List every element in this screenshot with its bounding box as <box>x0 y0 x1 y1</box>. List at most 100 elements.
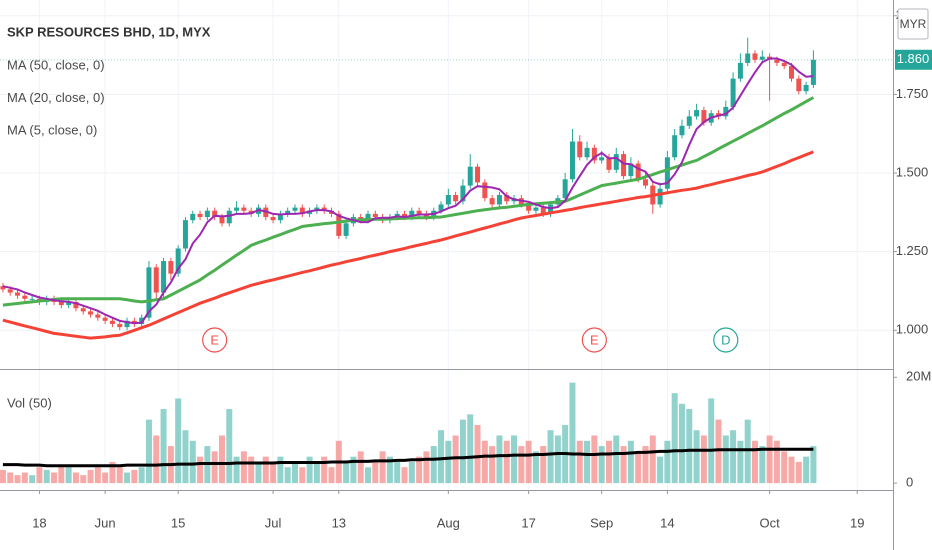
candle-body <box>759 56 765 60</box>
volume-bar <box>372 461 379 484</box>
volume-bar <box>452 435 459 484</box>
volume-bar <box>0 469 6 484</box>
volume-bar <box>591 435 598 484</box>
candle-body <box>752 53 758 60</box>
candle-body <box>664 157 670 189</box>
volume-bar <box>386 456 393 484</box>
volume-bar <box>671 393 678 484</box>
volume-ma-line <box>2 447 814 468</box>
label-layer: SKP RESOURCES BHD, 1D, MYX Vol (50) 1.00… <box>7 7 932 530</box>
candle-body <box>292 207 298 211</box>
volume-bar <box>700 435 707 484</box>
volume-bar <box>496 435 503 484</box>
volume-bar <box>328 467 335 484</box>
candle-body <box>66 301 72 306</box>
volume-bar <box>218 435 225 484</box>
volume-bar <box>547 430 554 484</box>
volume-bar <box>350 456 357 484</box>
volume-bar <box>467 414 474 484</box>
candle-body <box>438 204 444 211</box>
candle-body <box>723 106 729 117</box>
y-tick-label: 1.000 <box>896 322 929 337</box>
volume-bar <box>255 461 262 484</box>
y-tick-label: 1.250 <box>896 243 929 258</box>
candle-body <box>409 210 415 218</box>
candle-body <box>599 157 605 161</box>
volume-bar <box>65 467 72 484</box>
candle-body <box>482 182 488 199</box>
volume-tick-label: 20M <box>906 369 931 384</box>
volume-bar <box>605 440 612 484</box>
volume-bar <box>576 440 583 484</box>
last-price-badge <box>895 49 932 70</box>
volume-bar <box>445 440 452 484</box>
candle-body <box>95 314 101 318</box>
candle-body <box>365 213 371 221</box>
volume-bar <box>394 461 401 484</box>
volume-bar <box>773 440 780 484</box>
candle-body <box>175 248 181 274</box>
volume-bar <box>321 456 328 484</box>
volume-bar <box>284 467 291 484</box>
volume-bar <box>540 446 547 484</box>
candle-body <box>241 207 247 211</box>
volume-bar <box>80 475 87 484</box>
volume-bar <box>313 461 320 484</box>
candle-body <box>540 207 546 214</box>
volume-bar <box>182 430 189 484</box>
volume-bar <box>620 446 627 484</box>
candle-body <box>234 207 240 211</box>
volume-bar <box>248 456 255 484</box>
candle-body <box>416 210 422 214</box>
candle-body <box>730 78 736 107</box>
candle-body <box>58 301 64 306</box>
volume-bar <box>262 456 269 484</box>
volume-bar <box>233 456 240 484</box>
volume-bar <box>474 424 481 484</box>
volume-bar <box>299 467 306 484</box>
candle-body <box>285 210 291 214</box>
candle-body <box>161 261 167 293</box>
candle-body <box>569 141 575 180</box>
volume-bar <box>525 440 532 484</box>
candle-body <box>781 62 787 67</box>
volume-bar <box>613 435 620 484</box>
volume-bar <box>744 419 751 484</box>
candle-body <box>737 62 743 79</box>
candle-body <box>460 185 466 202</box>
candle-body <box>336 213 342 236</box>
candle-body <box>204 210 210 218</box>
candle-body <box>642 179 648 186</box>
volume-bar <box>51 472 58 484</box>
volume-bar <box>781 451 788 484</box>
candle-body <box>672 135 678 158</box>
candle-body <box>29 298 35 300</box>
last-price-label: 1.860 <box>897 51 930 66</box>
volume-bar <box>58 464 65 484</box>
volume-bar <box>795 461 802 484</box>
candle-body <box>584 147 590 158</box>
candle-body <box>190 213 196 221</box>
candle-body <box>657 188 663 205</box>
volume-bar <box>343 461 350 484</box>
plot-layer <box>0 37 817 484</box>
candle-body <box>701 110 707 123</box>
volume-bar <box>416 456 423 484</box>
event-label: E <box>210 332 219 347</box>
candle-body <box>467 166 473 186</box>
volume-bar <box>131 469 138 484</box>
candle-body <box>109 320 115 324</box>
candle-body <box>803 84 809 92</box>
volume-bar <box>138 467 145 484</box>
volume-bar <box>423 451 430 484</box>
x-tick-label: 17 <box>521 515 535 530</box>
volume-bar <box>489 446 496 484</box>
volume-bar <box>270 461 277 484</box>
candle-body <box>299 207 305 214</box>
candle-body <box>402 213 408 218</box>
volume-bar <box>109 461 116 484</box>
volume-bar <box>598 446 605 484</box>
x-tick-label: Jul <box>265 515 282 530</box>
candle-body <box>621 154 627 177</box>
